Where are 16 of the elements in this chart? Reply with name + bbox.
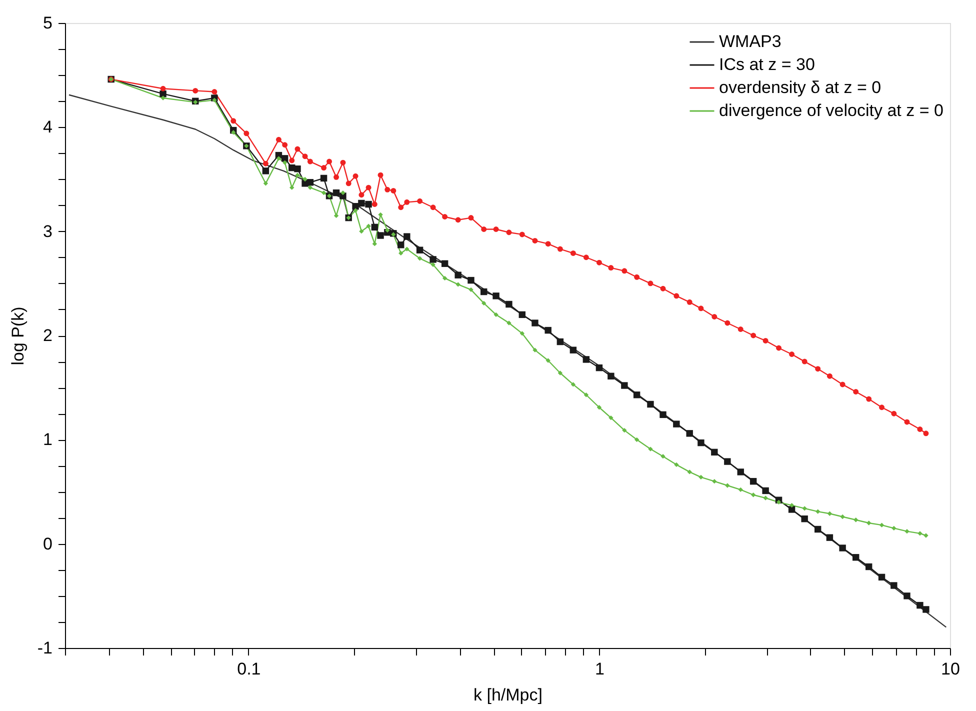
- y-tick-label: 4: [43, 118, 52, 137]
- x-tick-label: 1: [594, 660, 604, 678]
- legend-label: ICs at z = 30: [719, 55, 815, 74]
- y-tick-label: -1: [37, 638, 52, 658]
- x-axis-title: k [h/Mpc]: [474, 686, 542, 704]
- y-tick-label: 2: [43, 326, 52, 345]
- y-axis-title: log P(k): [8, 306, 28, 366]
- legend-label: overdensity δ at z = 0: [719, 78, 882, 97]
- y-tick-label: 1: [43, 430, 52, 450]
- x-tick-label: 10: [941, 660, 960, 678]
- x-tick-label: 0.1: [237, 660, 261, 678]
- y-tick-label: 0: [43, 534, 52, 554]
- y-tick-label: 3: [43, 222, 52, 241]
- y-tick-label: 5: [43, 14, 52, 32]
- legend-label: WMAP3: [719, 32, 782, 51]
- legend-label: divergence of velocity at z = 0: [719, 101, 944, 120]
